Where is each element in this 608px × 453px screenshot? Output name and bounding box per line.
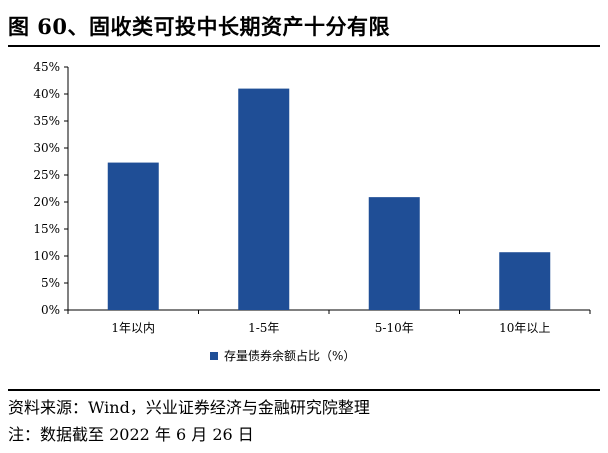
y-tick-label: 30% (33, 141, 60, 155)
title-underline (8, 45, 600, 47)
date-note: 注：数据截至 2022 年 6 月 26 日 (8, 425, 254, 444)
bar (238, 88, 290, 310)
figure-title: 图 60、固收类可投中长期资产十分有限 (8, 14, 391, 39)
x-category-label: 5-10年 (375, 321, 414, 335)
x-axis: 1年以内 1-5年 5-10年 10年以上 (67, 309, 591, 335)
y-tick-label: 35% (33, 114, 60, 128)
bar (368, 197, 420, 310)
y-tick-label: 25% (33, 168, 60, 182)
y-tick-label: 0% (41, 303, 60, 317)
bar (107, 162, 159, 310)
y-axis: 0% 5% 10% 15% 20% 25% 30% 35% 40% 45% (33, 60, 69, 317)
x-category-label: 10年以上 (499, 321, 550, 335)
y-tick-label: 10% (33, 249, 60, 263)
legend-label: 存量债券余额占比（%） (224, 348, 355, 363)
legend-swatch (210, 352, 218, 360)
y-tick-label: 40% (33, 87, 60, 101)
notes-separator (8, 389, 600, 391)
y-tick-label: 20% (33, 195, 60, 209)
source-note: 资料来源：Wind，兴业证券经济与金融研究院整理 (8, 398, 370, 417)
y-tick-label: 45% (33, 60, 60, 74)
x-category-label: 1年以内 (111, 321, 155, 335)
legend: 存量债券余额占比（%） (210, 348, 355, 363)
y-tick-label: 5% (41, 276, 60, 290)
bars (107, 88, 551, 310)
y-tick-label: 15% (33, 222, 60, 236)
bar-chart: 0% 5% 10% 15% 20% 25% 30% 35% 40% 45% 1年以内 1-5年 5-1… (33, 60, 591, 363)
x-category-label: 1-5年 (248, 321, 279, 335)
bar (499, 252, 551, 310)
